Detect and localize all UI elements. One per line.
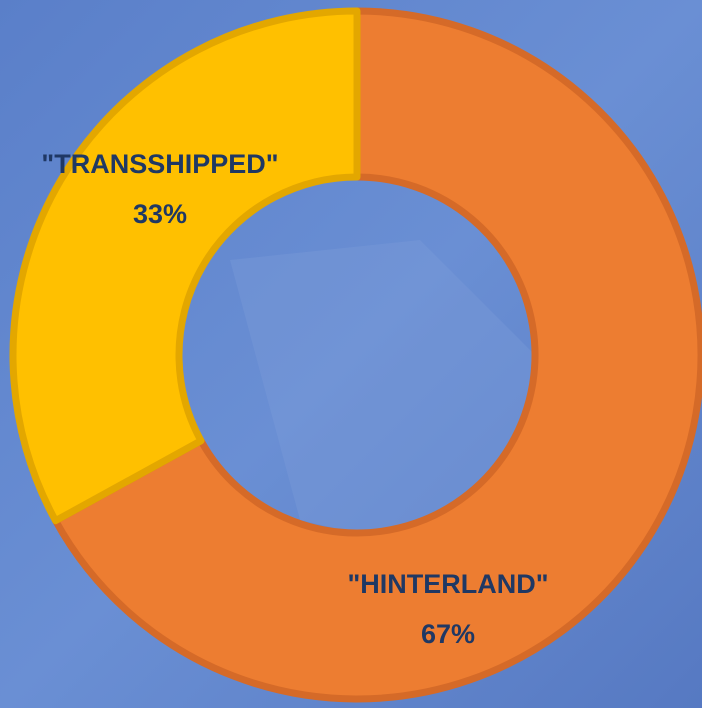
slice-value-label: 33% [133, 199, 187, 229]
background-texture [230, 240, 560, 560]
slice-value-label: 67% [421, 619, 475, 649]
slice-label: "TRANSSHIPPED" [41, 149, 278, 179]
donut-slice [52, 7, 702, 703]
donut-slice [9, 7, 361, 525]
slice-label: "HINTERLAND" [347, 569, 548, 599]
